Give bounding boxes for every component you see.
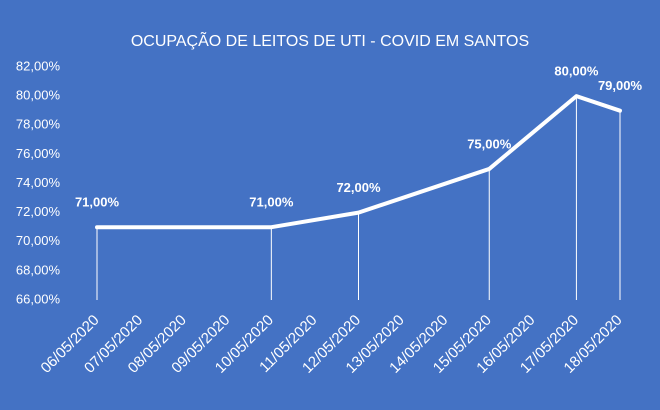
y-tick-label: 70,00%: [16, 233, 61, 248]
value-label: 72,00%: [336, 180, 381, 195]
data-line: [95, 94, 622, 230]
y-tick-label: 68,00%: [16, 262, 61, 277]
y-tick-label: 78,00%: [16, 117, 61, 132]
y-tick-label: 80,00%: [16, 88, 61, 103]
value-label: 71,00%: [249, 195, 294, 210]
y-tick-label: 66,00%: [16, 291, 61, 306]
y-tick-label: 82,00%: [16, 58, 61, 73]
y-tick-label: 76,00%: [16, 146, 61, 161]
value-label: 71,00%: [75, 195, 120, 210]
chart-title: OCUPAÇÃO DE LEITOS DE UTI - COVID EM SAN…: [131, 30, 529, 50]
value-label: 75,00%: [467, 136, 512, 151]
value-label: 80,00%: [554, 64, 599, 79]
y-tick-label: 74,00%: [16, 175, 61, 190]
y-tick-label: 72,00%: [16, 204, 61, 219]
value-label: 79,00%: [598, 78, 643, 93]
